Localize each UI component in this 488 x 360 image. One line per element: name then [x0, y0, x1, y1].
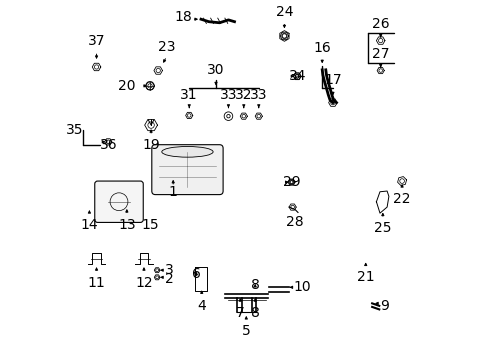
Text: 33: 33	[249, 88, 267, 102]
FancyBboxPatch shape	[151, 145, 223, 195]
Text: 10: 10	[293, 280, 311, 294]
Text: 12: 12	[135, 276, 152, 290]
Text: 1: 1	[168, 185, 177, 199]
Text: 6: 6	[191, 267, 201, 281]
Text: 9: 9	[379, 299, 388, 313]
Text: 33: 33	[219, 88, 237, 102]
Text: 35: 35	[66, 123, 83, 138]
Text: 37: 37	[88, 35, 105, 49]
Text: 17: 17	[324, 73, 341, 87]
FancyBboxPatch shape	[95, 181, 143, 222]
Text: 23: 23	[158, 40, 175, 54]
Text: 8: 8	[250, 278, 259, 292]
Text: 28: 28	[285, 215, 303, 229]
Text: 13: 13	[118, 218, 135, 232]
Text: 26: 26	[371, 17, 389, 31]
Text: 24: 24	[275, 5, 293, 19]
Text: 15: 15	[141, 218, 159, 232]
Text: 3: 3	[165, 263, 174, 277]
Text: 36: 36	[100, 138, 118, 152]
Text: 34: 34	[288, 69, 306, 83]
Ellipse shape	[162, 147, 213, 157]
Text: 32: 32	[235, 88, 252, 102]
Text: 21: 21	[356, 270, 374, 284]
Text: 30: 30	[207, 63, 224, 77]
Text: 8: 8	[250, 306, 259, 320]
Text: 19: 19	[142, 138, 160, 152]
Text: 5: 5	[242, 324, 250, 338]
Text: 27: 27	[371, 47, 388, 61]
Text: 4: 4	[197, 299, 205, 313]
Text: 22: 22	[392, 192, 410, 206]
Text: 25: 25	[373, 221, 391, 235]
Text: 31: 31	[180, 88, 198, 102]
Text: 29: 29	[283, 175, 300, 189]
Text: 7: 7	[235, 306, 244, 320]
Text: 2: 2	[165, 273, 174, 287]
Text: 20: 20	[118, 79, 136, 93]
Text: 11: 11	[87, 276, 105, 290]
Text: 16: 16	[313, 41, 330, 55]
Text: 14: 14	[81, 218, 98, 232]
Text: 18: 18	[174, 10, 191, 24]
